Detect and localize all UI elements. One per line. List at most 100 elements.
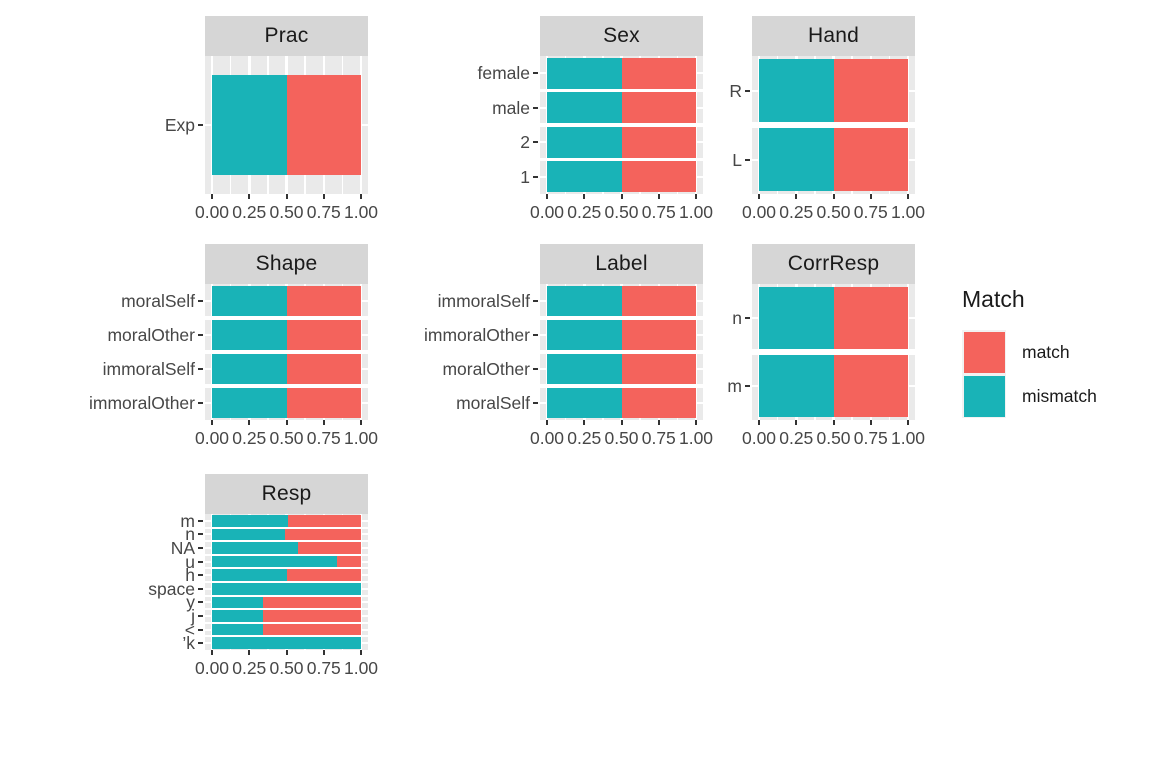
- bar-segment-match: [286, 569, 361, 582]
- bar-segment-mismatch: [212, 541, 299, 555]
- bar-segment-match: [833, 287, 908, 349]
- x-tick-label: 0.50: [269, 202, 304, 222]
- y-axis-label: m: [180, 510, 195, 531]
- x-tick-mark: [657, 194, 660, 199]
- y-axis-label: Exp: [164, 115, 195, 135]
- x-tick-mark: [758, 420, 760, 425]
- x-tick-mark: [832, 194, 835, 199]
- bar-segment-mismatch: [212, 319, 287, 351]
- facet-panel-shape: [205, 284, 368, 420]
- bar-segment-mismatch: [212, 637, 361, 650]
- bar-row: [212, 582, 361, 595]
- bar-segment-match: [621, 285, 696, 317]
- bar-segment-match: [262, 596, 361, 609]
- x-tick-label: 0.00: [741, 428, 777, 448]
- x-tick-label: 0.25: [232, 428, 267, 448]
- y-axis-label: n: [732, 308, 742, 328]
- bar-segment-match: [287, 514, 361, 527]
- y-axis-label: n: [185, 524, 195, 545]
- bar-segment-mismatch: [547, 285, 622, 317]
- bar-segment-match: [298, 541, 361, 555]
- bar-row: [759, 287, 908, 349]
- x-tick-mark: [869, 420, 872, 425]
- facet-panel-sex: [540, 56, 703, 194]
- bar-row: [212, 387, 361, 419]
- bar-segment-mismatch: [547, 319, 622, 351]
- facet-strip-resp: Resp: [205, 474, 368, 514]
- bar-separator: [752, 348, 915, 356]
- bar-row: [547, 353, 696, 385]
- bar-segment-match: [833, 59, 908, 122]
- y-axis-label: NA: [170, 538, 195, 558]
- x-tick-label: 1.00: [343, 658, 379, 678]
- y-tick-mark: [198, 124, 203, 126]
- x-tick-label: 0.75: [641, 428, 676, 448]
- bar-row: [212, 541, 361, 555]
- y-tick-mark: [533, 72, 538, 75]
- bar-row: [759, 59, 908, 122]
- y-tick-mark: [533, 106, 538, 109]
- bar-row: [212, 528, 361, 541]
- x-tick-label: 0.25: [232, 202, 267, 222]
- y-tick-mark: [198, 519, 203, 522]
- y-axis-label: <: [184, 619, 195, 640]
- bar-row: [212, 555, 361, 568]
- bar-segment-mismatch: [212, 75, 287, 175]
- bar-separator: [540, 316, 703, 320]
- bar-separator: [205, 350, 368, 354]
- bar-segment-match: [262, 609, 361, 623]
- bar-segment-mismatch: [212, 555, 338, 568]
- bar-separator: [540, 123, 703, 127]
- facet-panel-resp: [205, 514, 368, 650]
- y-tick-mark: [198, 547, 203, 549]
- legend-label-match: match: [1022, 342, 1070, 362]
- y-axis-label: immoralSelf: [102, 359, 195, 379]
- bar-segment-match: [286, 285, 361, 317]
- y-tick-mark: [198, 560, 203, 563]
- bar-separator: [205, 384, 368, 388]
- bar-separator: [205, 526, 368, 529]
- x-tick-mark: [322, 650, 325, 655]
- bar-segment-match: [286, 353, 361, 385]
- bar-segment-mismatch: [759, 59, 834, 122]
- x-tick-label: 1.00: [678, 202, 714, 222]
- bar-row: [759, 355, 908, 417]
- bar-segment-mismatch: [212, 582, 361, 595]
- facet-panel-prac: [205, 56, 368, 194]
- facet-panel-corrresp: [752, 284, 915, 420]
- y-tick-mark: [533, 402, 538, 404]
- x-tick-mark: [360, 194, 362, 199]
- facet-strip-prac: Prac: [205, 16, 368, 56]
- bar-row: [759, 128, 908, 191]
- x-tick-label: 0.25: [567, 202, 602, 222]
- legend-swatch-mismatch: [963, 375, 1005, 417]
- bar-segment-mismatch: [212, 285, 287, 317]
- y-tick-mark: [745, 317, 750, 319]
- y-axis-label: R: [729, 80, 742, 101]
- x-tick-mark: [285, 650, 288, 655]
- y-tick-mark: [198, 642, 203, 645]
- x-tick-label: 0.50: [604, 428, 639, 448]
- bar-row: [212, 609, 361, 623]
- x-tick-mark: [620, 420, 623, 425]
- bar-segment-match: [285, 528, 361, 541]
- x-tick-label: 0.25: [779, 202, 814, 222]
- x-tick-label: 1.00: [343, 428, 379, 448]
- x-tick-mark: [360, 650, 362, 655]
- y-tick-mark: [745, 385, 750, 387]
- y-tick-mark: [198, 615, 203, 617]
- bar-segment-match: [833, 128, 908, 191]
- bar-row: [547, 57, 696, 89]
- bar-segment-mismatch: [759, 128, 834, 191]
- facet-panel-label: [540, 284, 703, 420]
- y-axis-label: ’k: [182, 633, 195, 654]
- x-tick-mark: [907, 194, 909, 199]
- y-tick-mark: [533, 141, 538, 144]
- x-tick-mark: [546, 420, 548, 425]
- bar-segment-match: [621, 353, 696, 385]
- bar-segment-mismatch: [547, 126, 622, 158]
- bar-segment-match: [833, 355, 908, 417]
- bar-segment-mismatch: [547, 57, 622, 89]
- x-tick-mark: [285, 194, 288, 199]
- bar-segment-mismatch: [212, 514, 288, 527]
